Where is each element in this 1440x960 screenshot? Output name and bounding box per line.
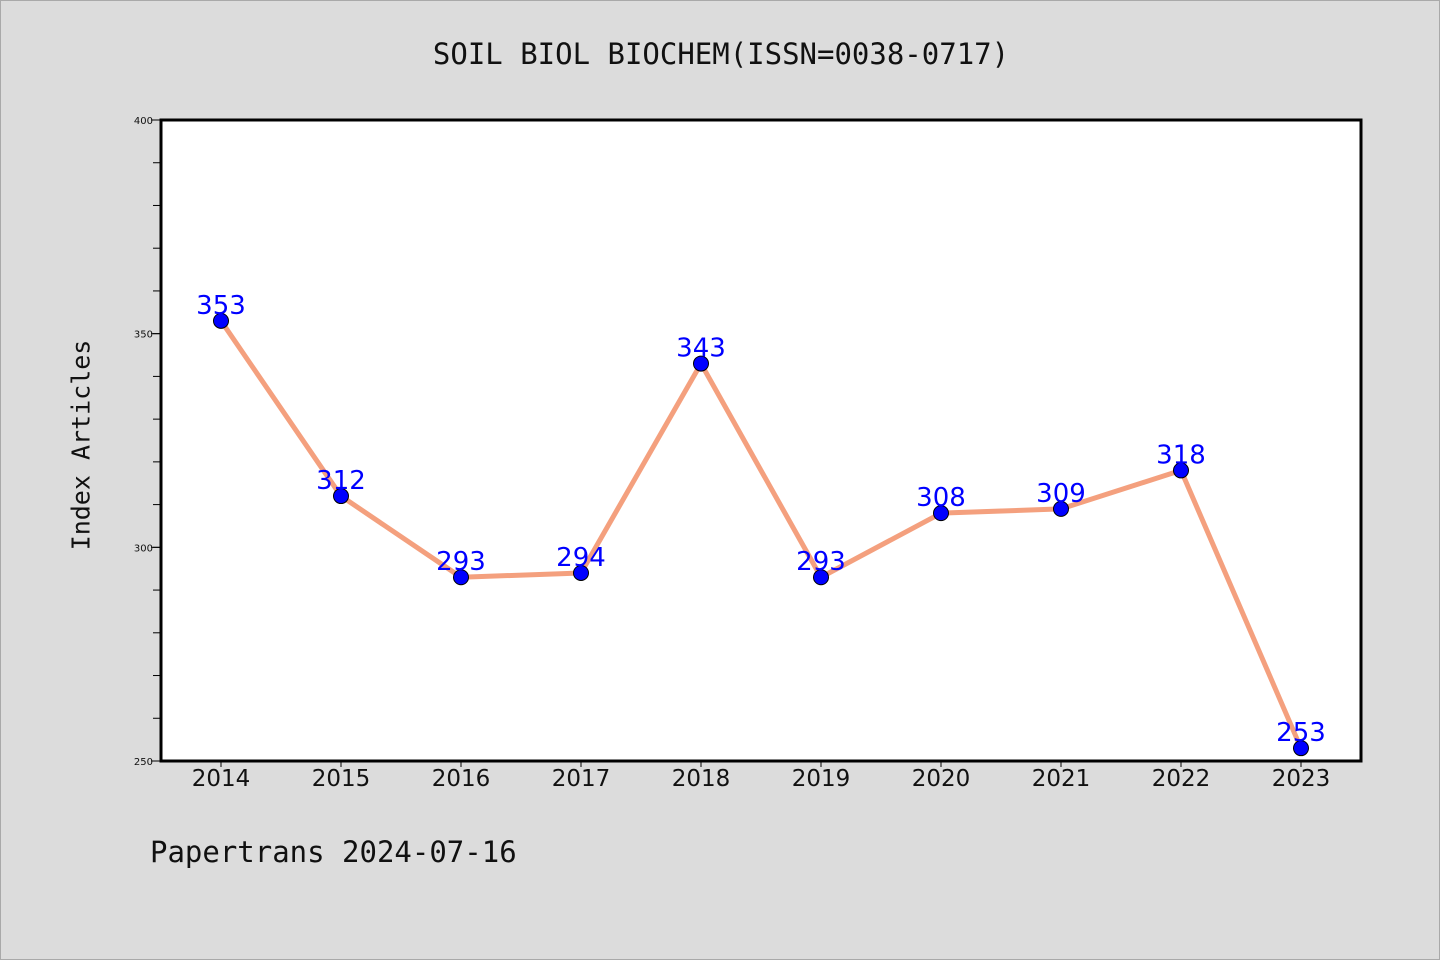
data-point [453, 569, 469, 586]
x-tick-label: 2021 [1032, 766, 1091, 792]
data-label: 312 [316, 466, 366, 496]
x-tick-label: 2019 [792, 766, 851, 792]
x-tick-label: 2018 [672, 766, 731, 792]
x-tick-label: 2022 [1152, 766, 1211, 792]
data-label: 353 [196, 291, 246, 321]
x-tick-label: 2023 [1272, 766, 1331, 792]
x-tick-label: 2020 [912, 766, 971, 792]
data-label: 318 [1156, 440, 1206, 470]
y-tick-label: 300 [134, 543, 153, 554]
data-point [1053, 500, 1069, 517]
data-label: 294 [556, 543, 606, 573]
data-point [333, 488, 349, 505]
data-label: 253 [1276, 718, 1326, 748]
data-point [573, 564, 589, 581]
data-point [933, 505, 949, 522]
data-label: 309 [1036, 479, 1086, 509]
chart-title: SOIL BIOL BIOCHEM(ISSN=0038-0717) [432, 37, 1010, 71]
data-label: 343 [676, 334, 726, 364]
x-tick-label: 2016 [432, 766, 491, 792]
data-point [813, 569, 829, 586]
plot-border [159, 118, 1363, 763]
series-line [218, 318, 1304, 751]
x-tick-label: 2017 [552, 766, 611, 792]
data-point [693, 355, 709, 372]
data-point [213, 312, 229, 329]
y-tick-label: 350 [134, 330, 153, 341]
x-tick-label: 2014 [192, 766, 251, 792]
data-point [1293, 740, 1309, 757]
data-label: 293 [796, 547, 846, 577]
plot-area [161, 120, 1361, 761]
data-point [1173, 462, 1189, 479]
data-label: 293 [436, 547, 486, 577]
y-axis-label: Index Articles [66, 339, 96, 551]
y-tick-label: 400 [134, 116, 153, 127]
footer-note: Papertrans 2024-07-16 [150, 835, 517, 869]
y-tick-label: 250 [134, 757, 153, 768]
data-label: 308 [916, 483, 966, 513]
x-tick-label: 2015 [312, 766, 371, 792]
